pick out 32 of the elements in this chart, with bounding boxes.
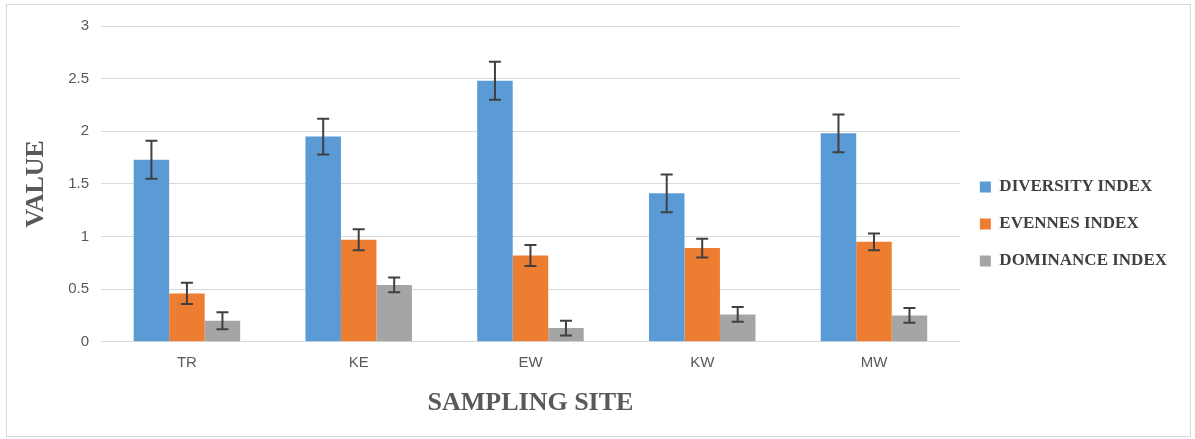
y-tick-label: 0.5 bbox=[68, 279, 90, 297]
bar bbox=[820, 133, 857, 342]
bar bbox=[856, 241, 892, 342]
x-tick-label: EW bbox=[518, 352, 544, 370]
y-axis-title: VALUE bbox=[20, 140, 50, 228]
legend-label: DOMINANCE INDEX bbox=[999, 250, 1168, 270]
x-tick-label: KW bbox=[690, 352, 716, 370]
bar bbox=[477, 80, 513, 342]
bar bbox=[376, 284, 412, 342]
legend-label: EVENNES INDEX bbox=[999, 213, 1140, 233]
bar bbox=[648, 193, 685, 342]
x-axis-title: SAMPLING SITE bbox=[427, 387, 634, 417]
bar bbox=[719, 314, 756, 342]
bar bbox=[204, 320, 241, 342]
bar bbox=[305, 136, 341, 342]
bar bbox=[512, 255, 549, 342]
y-tick-label: 2.5 bbox=[68, 68, 90, 86]
bar bbox=[169, 293, 205, 342]
legend-label: DIVERSITY INDEX bbox=[999, 176, 1153, 196]
bar bbox=[548, 328, 584, 342]
bar bbox=[133, 159, 170, 342]
bar bbox=[891, 315, 928, 342]
y-tick-label: 1.5 bbox=[68, 174, 90, 192]
y-tick-label: 3 bbox=[80, 16, 90, 34]
y-tick-label: 1 bbox=[80, 226, 90, 244]
x-tick-label: MW bbox=[860, 352, 889, 370]
x-tick-label: KE bbox=[348, 352, 369, 370]
y-tick-label: 0 bbox=[80, 331, 90, 349]
y-tick-label: 2 bbox=[80, 121, 90, 139]
x-tick-label: TR bbox=[176, 352, 198, 370]
bar bbox=[684, 248, 720, 342]
bar bbox=[340, 239, 377, 342]
